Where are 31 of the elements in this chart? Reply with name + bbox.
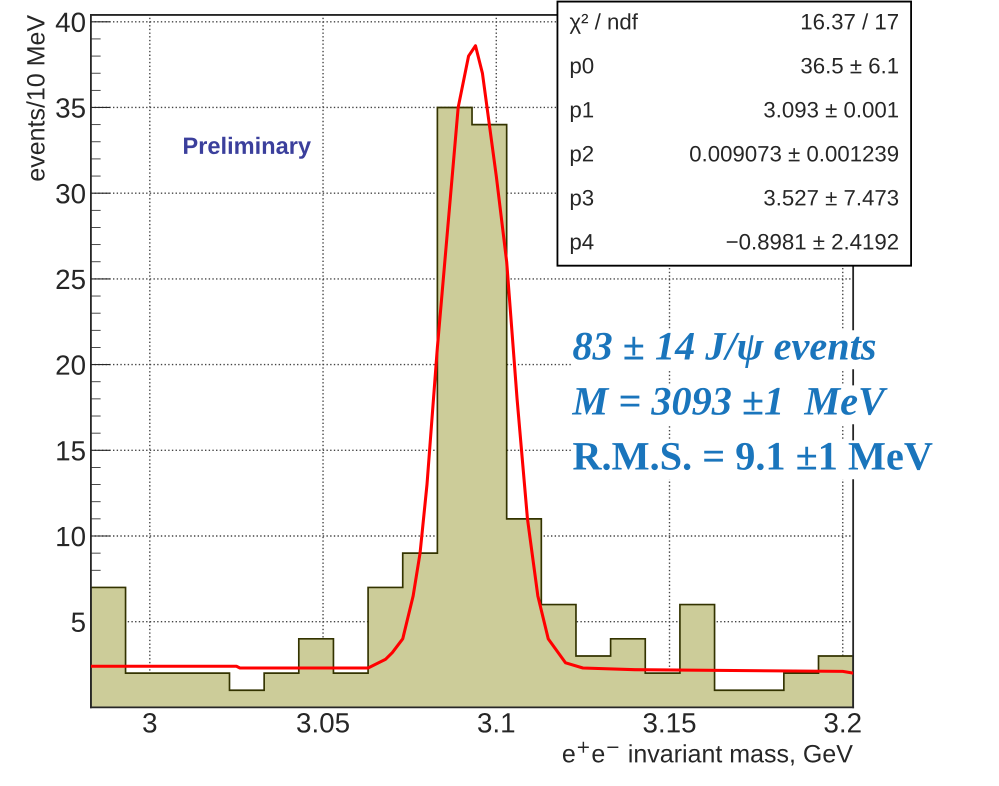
y-tick-label: 5	[72, 612, 85, 632]
x-tick-label: 3.05	[297, 712, 349, 733]
y-tick-label: 35	[56, 98, 85, 118]
annotation: 36.5 ± 6.1	[801, 58, 898, 74]
annotation: χ² / ndf	[570, 13, 638, 34]
x-tick-label: 3.2	[824, 712, 861, 733]
y-tick-label: 30	[56, 184, 85, 204]
y-axis-title: events/10 MeV	[26, 15, 45, 181]
annotation: 16.37 / 17	[802, 13, 898, 30]
annotation: p2	[570, 146, 594, 166]
annotation: 3.527 ± 7.473	[764, 190, 898, 206]
x-tick-label: 3.15	[644, 712, 696, 733]
y-tick-label: 25	[56, 270, 85, 290]
x-tick-label: 3.1	[478, 712, 514, 733]
annotation: −0.8981 ± 2.4192	[726, 234, 898, 250]
y-tick-label: 40	[56, 12, 85, 32]
x-tick-label: 3	[143, 712, 156, 733]
annotation: p0	[570, 58, 594, 78]
annotation: 3.093 ± 0.001	[764, 102, 898, 118]
annotation: Preliminary	[184, 136, 311, 159]
y-tick-label: 15	[57, 441, 85, 461]
y-tick-label: 10	[57, 526, 85, 546]
annotation: p1	[570, 102, 594, 122]
y-tick-label: 20	[56, 355, 85, 375]
annotation: p3	[570, 190, 594, 210]
annotation: M = 3093 ±1 MeV	[572, 388, 888, 416]
annotation: 0.009073 ± 0.001239	[690, 146, 898, 162]
annotation: 83 ± 14 J/ψ events	[573, 332, 876, 368]
annotation: R.M.S. = 9.1 ±1 MeV	[573, 442, 932, 470]
annotation: p4	[570, 234, 594, 254]
x-axis-title: e$^{+}$e$^{−}$ invariant mass, GeV	[562, 742, 853, 766]
